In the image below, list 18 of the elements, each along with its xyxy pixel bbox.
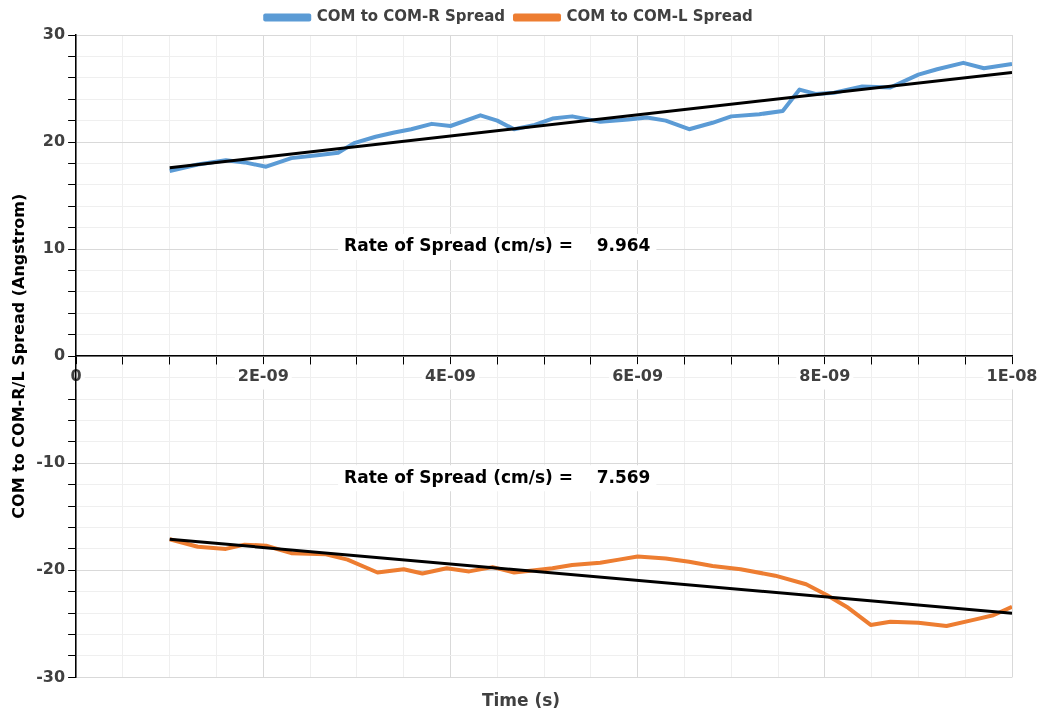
x-tick-label: 6E-09 xyxy=(612,365,664,385)
x-tick-label: 2E-09 xyxy=(237,365,289,385)
y-tick-label: 10 xyxy=(42,238,66,258)
legend-label: COM to COM-R Spread xyxy=(316,7,505,26)
x-axis-title: Time (s) xyxy=(480,690,562,710)
y-tick-label: -10 xyxy=(36,452,66,472)
x-tick-label: 8E-09 xyxy=(799,365,851,385)
annotation: Rate of Spread (cm/s) = 7.569 xyxy=(344,466,651,487)
y-tick-label: 30 xyxy=(42,24,66,44)
annotation: Rate of Spread (cm/s) = 9.964 xyxy=(344,235,651,256)
x-tick-label: 1E-08 xyxy=(986,365,1038,385)
y-tick-label: 20 xyxy=(42,131,66,151)
y-axis-title: COM to COM-R/L Spread (Angstrom) xyxy=(8,193,28,519)
y-tick-label: 0 xyxy=(53,345,66,365)
legend-label: COM to COM-L Spread xyxy=(566,7,753,26)
y-tick-label: -20 xyxy=(36,559,66,579)
x-tick-label: 4E-09 xyxy=(424,365,476,385)
y-tick-label: -30 xyxy=(36,666,66,686)
